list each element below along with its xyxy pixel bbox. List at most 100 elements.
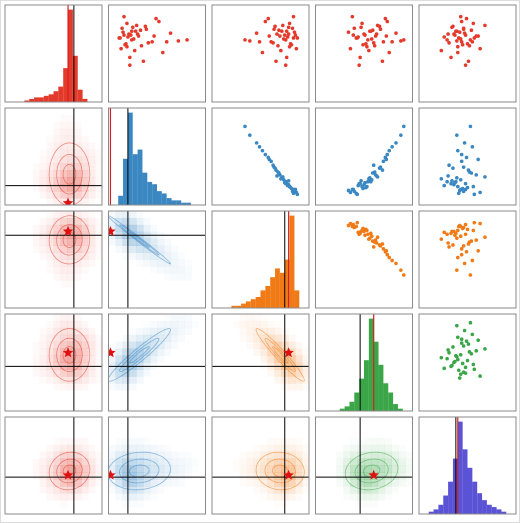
density-cell	[170, 465, 179, 473]
density-cell	[74, 191, 82, 199]
density-contour	[264, 337, 296, 372]
scatter-point	[286, 32, 291, 36]
density-cell	[122, 465, 130, 473]
density-cell	[88, 245, 96, 253]
density-cell	[136, 252, 144, 260]
density-cell	[108, 376, 116, 384]
scatter-point	[266, 16, 271, 21]
scatter-point	[284, 29, 289, 33]
density-cell	[267, 369, 275, 377]
histogram-bar	[433, 509, 439, 514]
density-cell	[336, 465, 344, 473]
panel-frame	[4, 210, 103, 309]
density-cell	[39, 163, 47, 171]
density-cell	[171, 314, 178, 321]
density-cell	[357, 493, 365, 501]
density-cell	[343, 458, 351, 466]
density-cell	[157, 238, 165, 246]
density-cell	[288, 493, 296, 501]
scatter-point	[370, 239, 375, 243]
scatter-point	[384, 34, 389, 38]
density-cell	[33, 163, 40, 170]
density-cell	[143, 493, 151, 501]
density-cell	[357, 438, 364, 445]
density-cell	[384, 472, 393, 480]
scatter-point	[455, 323, 459, 328]
density-cell	[143, 321, 150, 328]
density-cell	[295, 444, 303, 452]
density-cell	[233, 466, 240, 473]
density-cell	[177, 327, 186, 336]
scatter-point	[378, 244, 383, 248]
density-cell	[377, 451, 386, 459]
density-cell	[143, 458, 151, 466]
density-cell	[81, 472, 89, 480]
density-cell	[302, 383, 309, 390]
scatter-point	[176, 39, 181, 43]
density-cell	[60, 211, 68, 219]
star-marker	[108, 347, 116, 358]
scatter-point	[263, 19, 268, 24]
density-cell	[81, 479, 89, 487]
histogram-bar	[171, 200, 177, 205]
density-cell	[260, 320, 268, 329]
scatter-point	[143, 24, 148, 29]
density-cell	[336, 472, 344, 480]
histogram-bar	[284, 259, 290, 308]
scatter-point	[185, 38, 189, 42]
histogram-bar	[260, 290, 266, 308]
density-cell	[136, 245, 144, 253]
density-cell	[246, 472, 254, 480]
scatter-point	[449, 55, 453, 60]
histogram-bar	[501, 511, 507, 514]
density-cell	[288, 472, 296, 480]
density-cell	[115, 355, 123, 363]
density-cell	[40, 150, 47, 157]
density-cell	[122, 500, 129, 507]
histogram-bar	[147, 181, 153, 205]
scatter-point	[459, 159, 464, 164]
density-cell	[54, 314, 61, 321]
density-cell	[67, 314, 75, 322]
density-cell	[129, 224, 137, 233]
density-cell	[267, 479, 275, 487]
density-cell	[143, 218, 150, 225]
density-cell	[150, 334, 158, 343]
scatter-point	[465, 227, 470, 232]
scatter-point	[450, 229, 454, 234]
scatter-point	[463, 181, 468, 186]
histogram-bar	[275, 268, 280, 308]
density-cell	[184, 458, 192, 466]
scatter-point	[390, 40, 394, 44]
scatter-point	[458, 224, 463, 229]
scatter-point	[291, 14, 296, 19]
density-cell	[81, 224, 89, 233]
density-cell	[88, 149, 96, 157]
density-cell	[129, 245, 137, 253]
density-cell	[95, 246, 102, 253]
density-cell	[370, 437, 379, 446]
density-cell	[46, 177, 54, 185]
density-cell	[53, 211, 61, 219]
scatter-point	[128, 55, 132, 60]
scatter-point	[384, 157, 389, 162]
density-cell	[163, 327, 172, 336]
scatter-point	[451, 345, 455, 349]
density-cell	[274, 458, 282, 466]
density-cell	[81, 142, 89, 150]
density-cell	[60, 177, 68, 185]
scatter-point	[368, 231, 373, 236]
density-cell	[46, 184, 54, 192]
scatter-point	[458, 352, 463, 357]
density-cell	[164, 314, 171, 321]
density-cell	[364, 438, 371, 445]
scatter-point	[380, 168, 385, 172]
density-cell	[67, 224, 75, 233]
density-cell	[129, 238, 137, 246]
density-cell	[164, 273, 171, 280]
histogram-bar	[397, 408, 403, 411]
scatter-point	[478, 46, 482, 51]
scatter-point	[373, 238, 378, 242]
density-cell	[122, 348, 130, 356]
density-cell	[295, 355, 303, 363]
